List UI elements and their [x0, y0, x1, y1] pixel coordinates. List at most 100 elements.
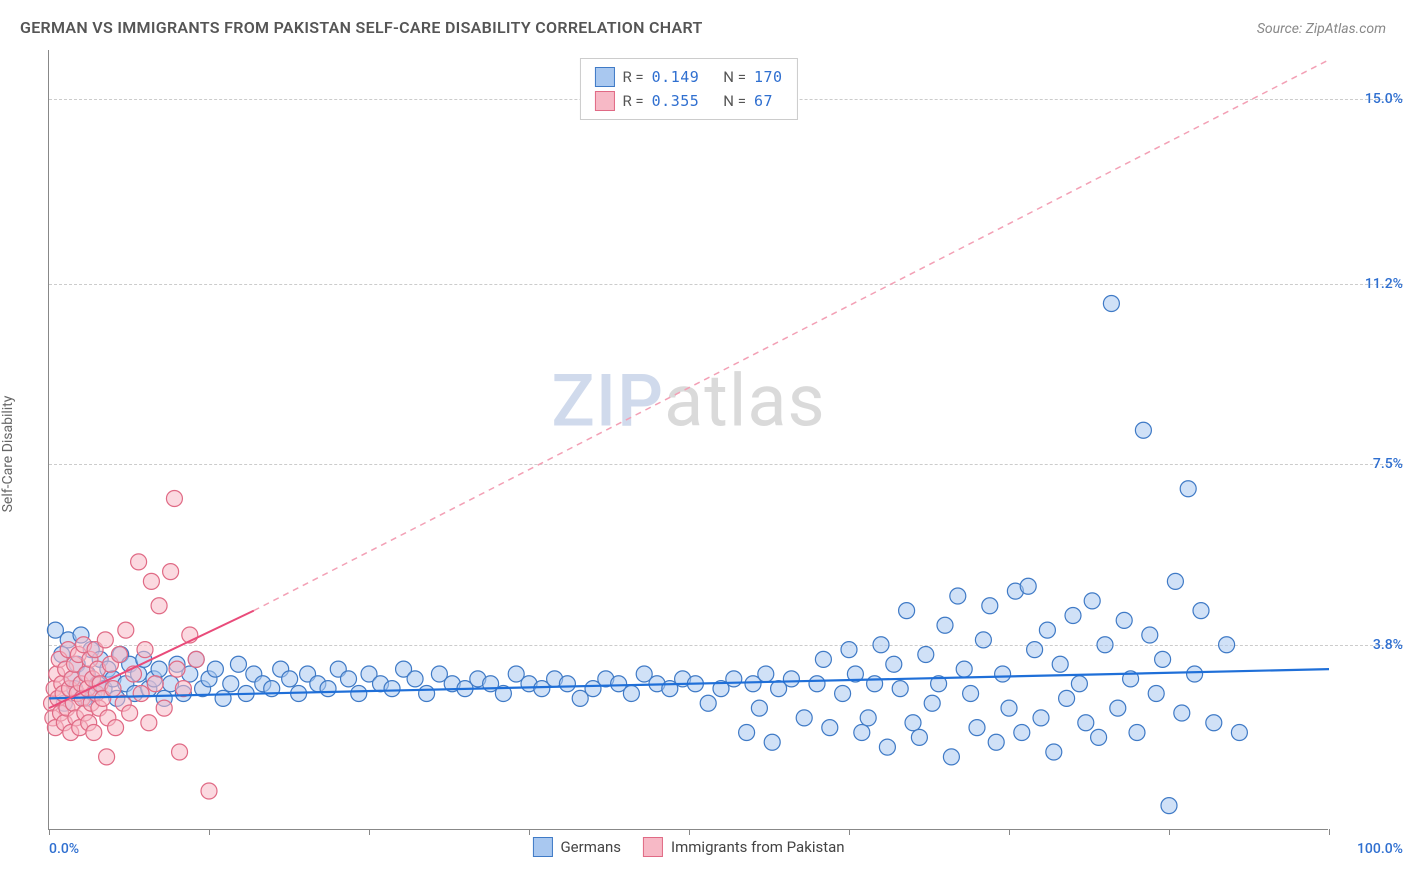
- scatter-point-germans: [1174, 705, 1190, 721]
- swatch-germans: [594, 67, 614, 87]
- scatter-point-germans: [151, 661, 167, 677]
- chart-header: GERMAN VS IMMIGRANTS FROM PAKISTAN SELF-…: [20, 18, 1386, 37]
- scatter-point-germans: [1148, 686, 1164, 702]
- scatter-point-germans: [282, 671, 298, 687]
- scatter-point-germans: [937, 617, 953, 633]
- r-label: R =: [622, 68, 643, 86]
- scatter-point-germans: [892, 681, 908, 697]
- scatter-point-germans: [950, 588, 966, 604]
- legend-row-germans: R = 0.149 N = 170: [594, 65, 782, 89]
- scatter-point-germans: [700, 695, 716, 711]
- scatter-point-germans: [1097, 637, 1113, 653]
- scatter-point-pakistan: [147, 676, 163, 692]
- y-tick-label: 11.2%: [1338, 276, 1403, 292]
- y-axis-label: Self-Care Disability: [0, 396, 16, 513]
- x-tick: [689, 829, 690, 835]
- scatter-point-germans: [1187, 666, 1203, 682]
- chart-title: GERMAN VS IMMIGRANTS FROM PAKISTAN SELF-…: [20, 18, 703, 37]
- scatter-point-germans: [1001, 700, 1017, 716]
- swatch-germans-icon: [532, 837, 552, 857]
- n-label: N =: [723, 92, 746, 110]
- scatter-point-germans: [1193, 603, 1209, 619]
- n-label: N =: [723, 68, 746, 86]
- swatch-pakistan-icon: [643, 837, 663, 857]
- scatter-point-germans: [207, 661, 223, 677]
- scatter-point-germans: [1065, 608, 1081, 624]
- r-value-germans: 0.149: [652, 68, 700, 86]
- scatter-point-germans: [841, 642, 857, 658]
- scatter-point-germans: [1103, 296, 1119, 312]
- scatter-point-germans: [815, 651, 831, 667]
- scatter-point-pakistan: [111, 647, 127, 663]
- scatter-point-germans: [809, 676, 825, 692]
- scatter-point-germans: [963, 686, 979, 702]
- scatter-point-germans: [1231, 725, 1247, 741]
- y-tick-label: 3.8%: [1338, 637, 1403, 653]
- scatter-point-germans: [905, 715, 921, 731]
- scatter-point-germans: [956, 661, 972, 677]
- n-value-pakistan: 67: [754, 92, 773, 110]
- scatter-point-germans: [751, 700, 767, 716]
- scatter-point-pakistan: [99, 749, 115, 765]
- scatter-point-germans: [1091, 729, 1107, 745]
- scatter-point-germans: [726, 671, 742, 687]
- scatter-point-germans: [320, 681, 336, 697]
- x-tick-label: 100.0%: [1357, 841, 1403, 857]
- scatter-point-germans: [384, 681, 400, 697]
- scatter-point-germans: [860, 710, 876, 726]
- scatter-point-pakistan: [108, 720, 124, 736]
- scatter-point-germans: [899, 603, 915, 619]
- scatter-point-germans: [1129, 725, 1145, 741]
- n-value-germans: 170: [754, 68, 783, 86]
- y-tick-label: 15.0%: [1338, 91, 1403, 107]
- scatter-point-germans: [1020, 578, 1036, 594]
- scatter-point-germans: [1219, 637, 1235, 653]
- scatter-point-germans: [969, 720, 985, 736]
- scatter-point-germans: [1142, 627, 1158, 643]
- scatter-point-germans: [982, 598, 998, 614]
- scatter-point-germans: [995, 666, 1011, 682]
- scatter-point-germans: [623, 686, 639, 702]
- scatter-point-pakistan: [156, 700, 172, 716]
- scatter-point-pakistan: [86, 725, 102, 741]
- scatter-point-germans: [758, 666, 774, 682]
- r-label: R =: [622, 92, 643, 110]
- scatter-point-pakistan: [163, 564, 179, 580]
- scatter-point-germans: [911, 729, 927, 745]
- scatter-point-germans: [1110, 700, 1126, 716]
- x-tick: [369, 829, 370, 835]
- scatter-point-germans: [943, 749, 959, 765]
- scatter-point-germans: [886, 656, 902, 672]
- legend-row-pakistan: R = 0.355 N = 67: [594, 89, 782, 113]
- scatter-point-germans: [975, 632, 991, 648]
- scatter-point-germans: [739, 725, 755, 741]
- scatter-point-germans: [1014, 725, 1030, 741]
- scatter-point-germans: [1059, 690, 1075, 706]
- scatter-point-germans: [1027, 642, 1043, 658]
- scatter-point-germans: [230, 656, 246, 672]
- scatter-point-pakistan: [118, 622, 134, 638]
- scatter-point-pakistan: [166, 491, 182, 507]
- scatter-point-germans: [351, 686, 367, 702]
- source-name: ZipAtlas.com: [1306, 21, 1386, 37]
- scatter-point-pakistan: [97, 632, 113, 648]
- scatter-point-germans: [1033, 710, 1049, 726]
- scatter-point-germans: [341, 671, 357, 687]
- x-tick-label: 0.0%: [49, 841, 79, 857]
- scatter-point-pakistan: [133, 686, 149, 702]
- legend-label-germans: Germans: [560, 838, 621, 856]
- legend-item-germans: Germans: [532, 837, 621, 857]
- scatter-point-germans: [822, 720, 838, 736]
- scatter-point-germans: [1155, 651, 1171, 667]
- scatter-point-germans: [1078, 715, 1094, 731]
- scatter-point-germans: [1206, 715, 1222, 731]
- scatter-point-pakistan: [201, 783, 217, 799]
- scatter-point-germans: [835, 686, 851, 702]
- x-tick: [209, 829, 210, 835]
- scatter-point-pakistan: [141, 715, 157, 731]
- legend-item-pakistan: Immigrants from Pakistan: [643, 837, 845, 857]
- scatter-point-germans: [783, 671, 799, 687]
- scatter-point-pakistan: [188, 651, 204, 667]
- x-tick: [1009, 829, 1010, 835]
- scatter-point-germans: [1116, 612, 1132, 628]
